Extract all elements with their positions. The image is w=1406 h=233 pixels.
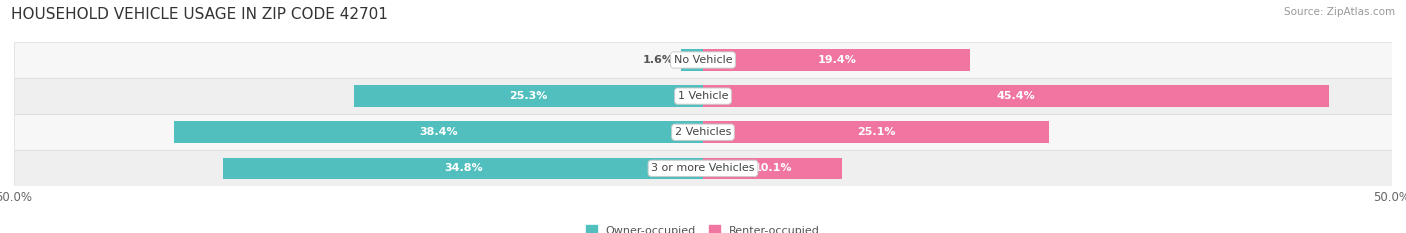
Text: 25.1%: 25.1% bbox=[856, 127, 896, 137]
Bar bbox=[14, 78, 1392, 114]
Bar bbox=[14, 78, 1392, 114]
Text: 1 Vehicle: 1 Vehicle bbox=[678, 91, 728, 101]
Bar bbox=[14, 42, 1392, 78]
Bar bbox=[14, 150, 1392, 186]
Bar bbox=[14, 42, 1392, 78]
Bar bbox=[174, 121, 703, 143]
Text: No Vehicle: No Vehicle bbox=[673, 55, 733, 65]
Bar bbox=[224, 158, 703, 179]
Bar bbox=[14, 114, 1392, 150]
Text: 45.4%: 45.4% bbox=[997, 91, 1035, 101]
Bar bbox=[703, 85, 1329, 107]
Bar bbox=[703, 121, 1049, 143]
Text: 10.1%: 10.1% bbox=[754, 163, 792, 173]
Text: 38.4%: 38.4% bbox=[419, 127, 458, 137]
Text: 25.3%: 25.3% bbox=[509, 91, 548, 101]
Legend: Owner-occupied, Renter-occupied: Owner-occupied, Renter-occupied bbox=[586, 225, 820, 233]
Text: 34.8%: 34.8% bbox=[444, 163, 482, 173]
Bar bbox=[14, 150, 1392, 186]
Text: 3 or more Vehicles: 3 or more Vehicles bbox=[651, 163, 755, 173]
Bar bbox=[703, 158, 842, 179]
Text: 2 Vehicles: 2 Vehicles bbox=[675, 127, 731, 137]
Bar bbox=[703, 49, 970, 71]
Bar bbox=[354, 85, 703, 107]
Bar bbox=[14, 114, 1392, 150]
Text: 19.4%: 19.4% bbox=[817, 55, 856, 65]
Text: HOUSEHOLD VEHICLE USAGE IN ZIP CODE 42701: HOUSEHOLD VEHICLE USAGE IN ZIP CODE 4270… bbox=[11, 7, 388, 22]
Text: Source: ZipAtlas.com: Source: ZipAtlas.com bbox=[1284, 7, 1395, 17]
Text: 1.6%: 1.6% bbox=[643, 55, 673, 65]
Bar bbox=[681, 49, 703, 71]
